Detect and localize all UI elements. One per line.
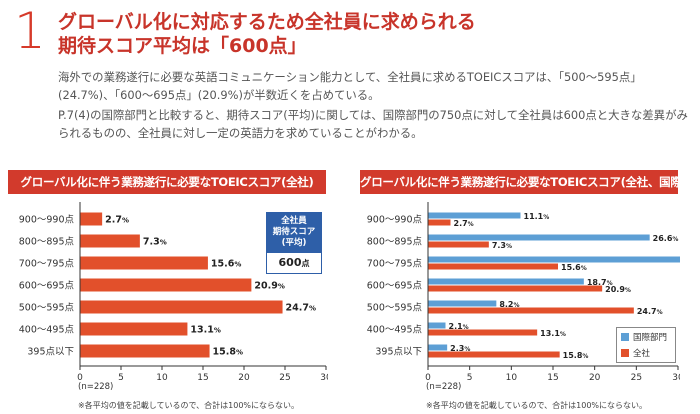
x-tick-label: 0 (77, 373, 83, 383)
data-label: 2.3% (450, 344, 470, 353)
data-label: 11.1% (524, 212, 550, 221)
bar (428, 234, 650, 241)
category-label: 395点以下 (375, 347, 422, 358)
category-label: 500〜595点 (367, 303, 423, 314)
x-tick-label: 15 (197, 373, 208, 383)
category-label: 800〜895点 (367, 237, 423, 248)
x-tick-label: 10 (156, 373, 168, 383)
x-tick-label: 20 (238, 373, 250, 383)
paragraph-1: 海外での業務遂行に必要な英語コミュニケーション能力として、全社員に求めるTOEI… (58, 70, 642, 103)
data-label: 8.2% (499, 300, 519, 309)
category-label: 800〜895点 (19, 237, 75, 248)
chart-plot: 0 5 10 15 20 25 30 900〜990点 11.1% 2.7% 800〜895点 26.… (367, 202, 680, 383)
title-line-1: グローバル化に対応するため全社員に求められる (58, 11, 476, 33)
category-label: 600〜695点 (367, 281, 423, 292)
chart-plot: 0 5 10 15 20 25 30 900〜990点 2.7% 800〜895点 7.3% 700〜… (19, 202, 328, 383)
data-label: 26.6% (653, 234, 679, 243)
average-score-box: 全社員 期待スコア (平均) 600点 (266, 212, 322, 274)
data-label: 15.8% (563, 351, 589, 360)
data-label: 2.7% (105, 214, 129, 225)
category-label: 700〜795点 (367, 259, 423, 270)
data-label: 15.6% (211, 258, 241, 269)
bar (428, 256, 680, 263)
bar (80, 300, 283, 314)
sample-size: (n=228) (78, 382, 114, 392)
data-label: 24.7% (286, 302, 316, 313)
bar (428, 322, 446, 329)
x-tick-label: 25 (279, 373, 290, 383)
x-tick-label: 30 (672, 373, 680, 383)
data-label: 20.9% (254, 280, 284, 291)
title-line-2: 期待スコア平均は「600点」 (58, 35, 307, 57)
data-label: 15.8% (213, 346, 243, 357)
category-label: 900〜990点 (19, 215, 75, 226)
page-title: グローバル化に対応するため全社員に求められる 期待スコア平均は「600点」 (58, 10, 476, 58)
x-tick-label: 20 (589, 373, 601, 383)
bar (80, 278, 252, 292)
x-tick-label: 15 (547, 373, 558, 383)
data-label: 7.3% (143, 236, 167, 247)
x-tick-label: 5 (467, 373, 473, 383)
category-label: 400〜495点 (19, 325, 75, 336)
legend-item-all: 全社 (617, 346, 675, 360)
chart-title: グローバル化に伴う業務遂行に必要なTOEICスコア(全社) (8, 170, 326, 194)
data-label: 13.1% (540, 329, 566, 338)
chart-note: ※各平均の値を記載しているので、合計は100%にならない。 (426, 401, 648, 410)
bar (428, 329, 538, 336)
bar (428, 241, 489, 248)
x-tick-label: 10 (506, 373, 518, 383)
chart-note: ※各平均の値を記載しているので、合計は100%にならない。 (78, 401, 300, 410)
legend: 国際部門 全社 (616, 327, 676, 363)
data-label: 7.3% (492, 241, 512, 250)
bar (80, 212, 103, 226)
chart-all-employees: グローバル化に伴う業務遂行に必要なTOEICスコア(全社) 0 5 10 15 20 25… (8, 170, 328, 414)
bar (80, 322, 188, 336)
average-box-value: 600点 (278, 256, 310, 269)
data-label: 2.1% (449, 322, 469, 331)
legend-item-international: 国際部門 (617, 330, 675, 344)
x-tick-label: 0 (425, 373, 431, 383)
category-label: 600〜695点 (19, 281, 75, 292)
data-label: 2.7% (454, 219, 474, 228)
bar (428, 344, 448, 351)
average-box-label: 全社員 期待スコア (平均) (267, 213, 321, 253)
data-label: 24.7% (637, 307, 663, 316)
bar (428, 307, 634, 314)
section-number: 1 (14, 2, 46, 60)
data-label: 13.1% (190, 324, 220, 335)
category-label: 500〜595点 (19, 303, 75, 314)
category-label: 700〜795点 (19, 259, 75, 270)
bar (428, 263, 558, 270)
bar (428, 285, 603, 292)
data-label: 18.7% (587, 278, 613, 287)
category-label: 395点以下 (27, 347, 74, 358)
body-text: 海外での業務遂行に必要な英語コミュニケーション能力として、全社員に求めるTOEI… (58, 68, 690, 142)
legend-swatch (621, 349, 629, 357)
bar (80, 234, 140, 248)
category-label: 400〜495点 (367, 325, 423, 336)
bar (428, 278, 584, 285)
bar (80, 256, 208, 270)
bar (428, 300, 497, 307)
data-label: 20.9% (605, 285, 631, 294)
data-label: 15.6% (561, 263, 587, 272)
bar (80, 344, 210, 358)
bar (428, 212, 521, 219)
x-tick-label: 5 (118, 373, 124, 383)
x-tick-label: 30 (320, 373, 328, 383)
x-tick-label: 25 (631, 373, 642, 383)
category-label: 900〜990点 (367, 215, 423, 226)
bar (428, 351, 560, 358)
bar (428, 219, 451, 226)
paragraph-2: P.7(4)の国際部門と比較すると、期待スコア(平均)に関しては、国際部門の75… (58, 107, 688, 140)
chart-title: グローバル化に伴う業務遂行に必要なTOEICスコア(全社、国際部門) (360, 170, 700, 194)
chart-all-and-international: グローバル化に伴う業務遂行に必要なTOEICスコア(全社、国際部門) 0 5 10 1… (360, 170, 700, 414)
sample-size: (n=228) (426, 382, 462, 392)
legend-swatch (621, 333, 629, 341)
